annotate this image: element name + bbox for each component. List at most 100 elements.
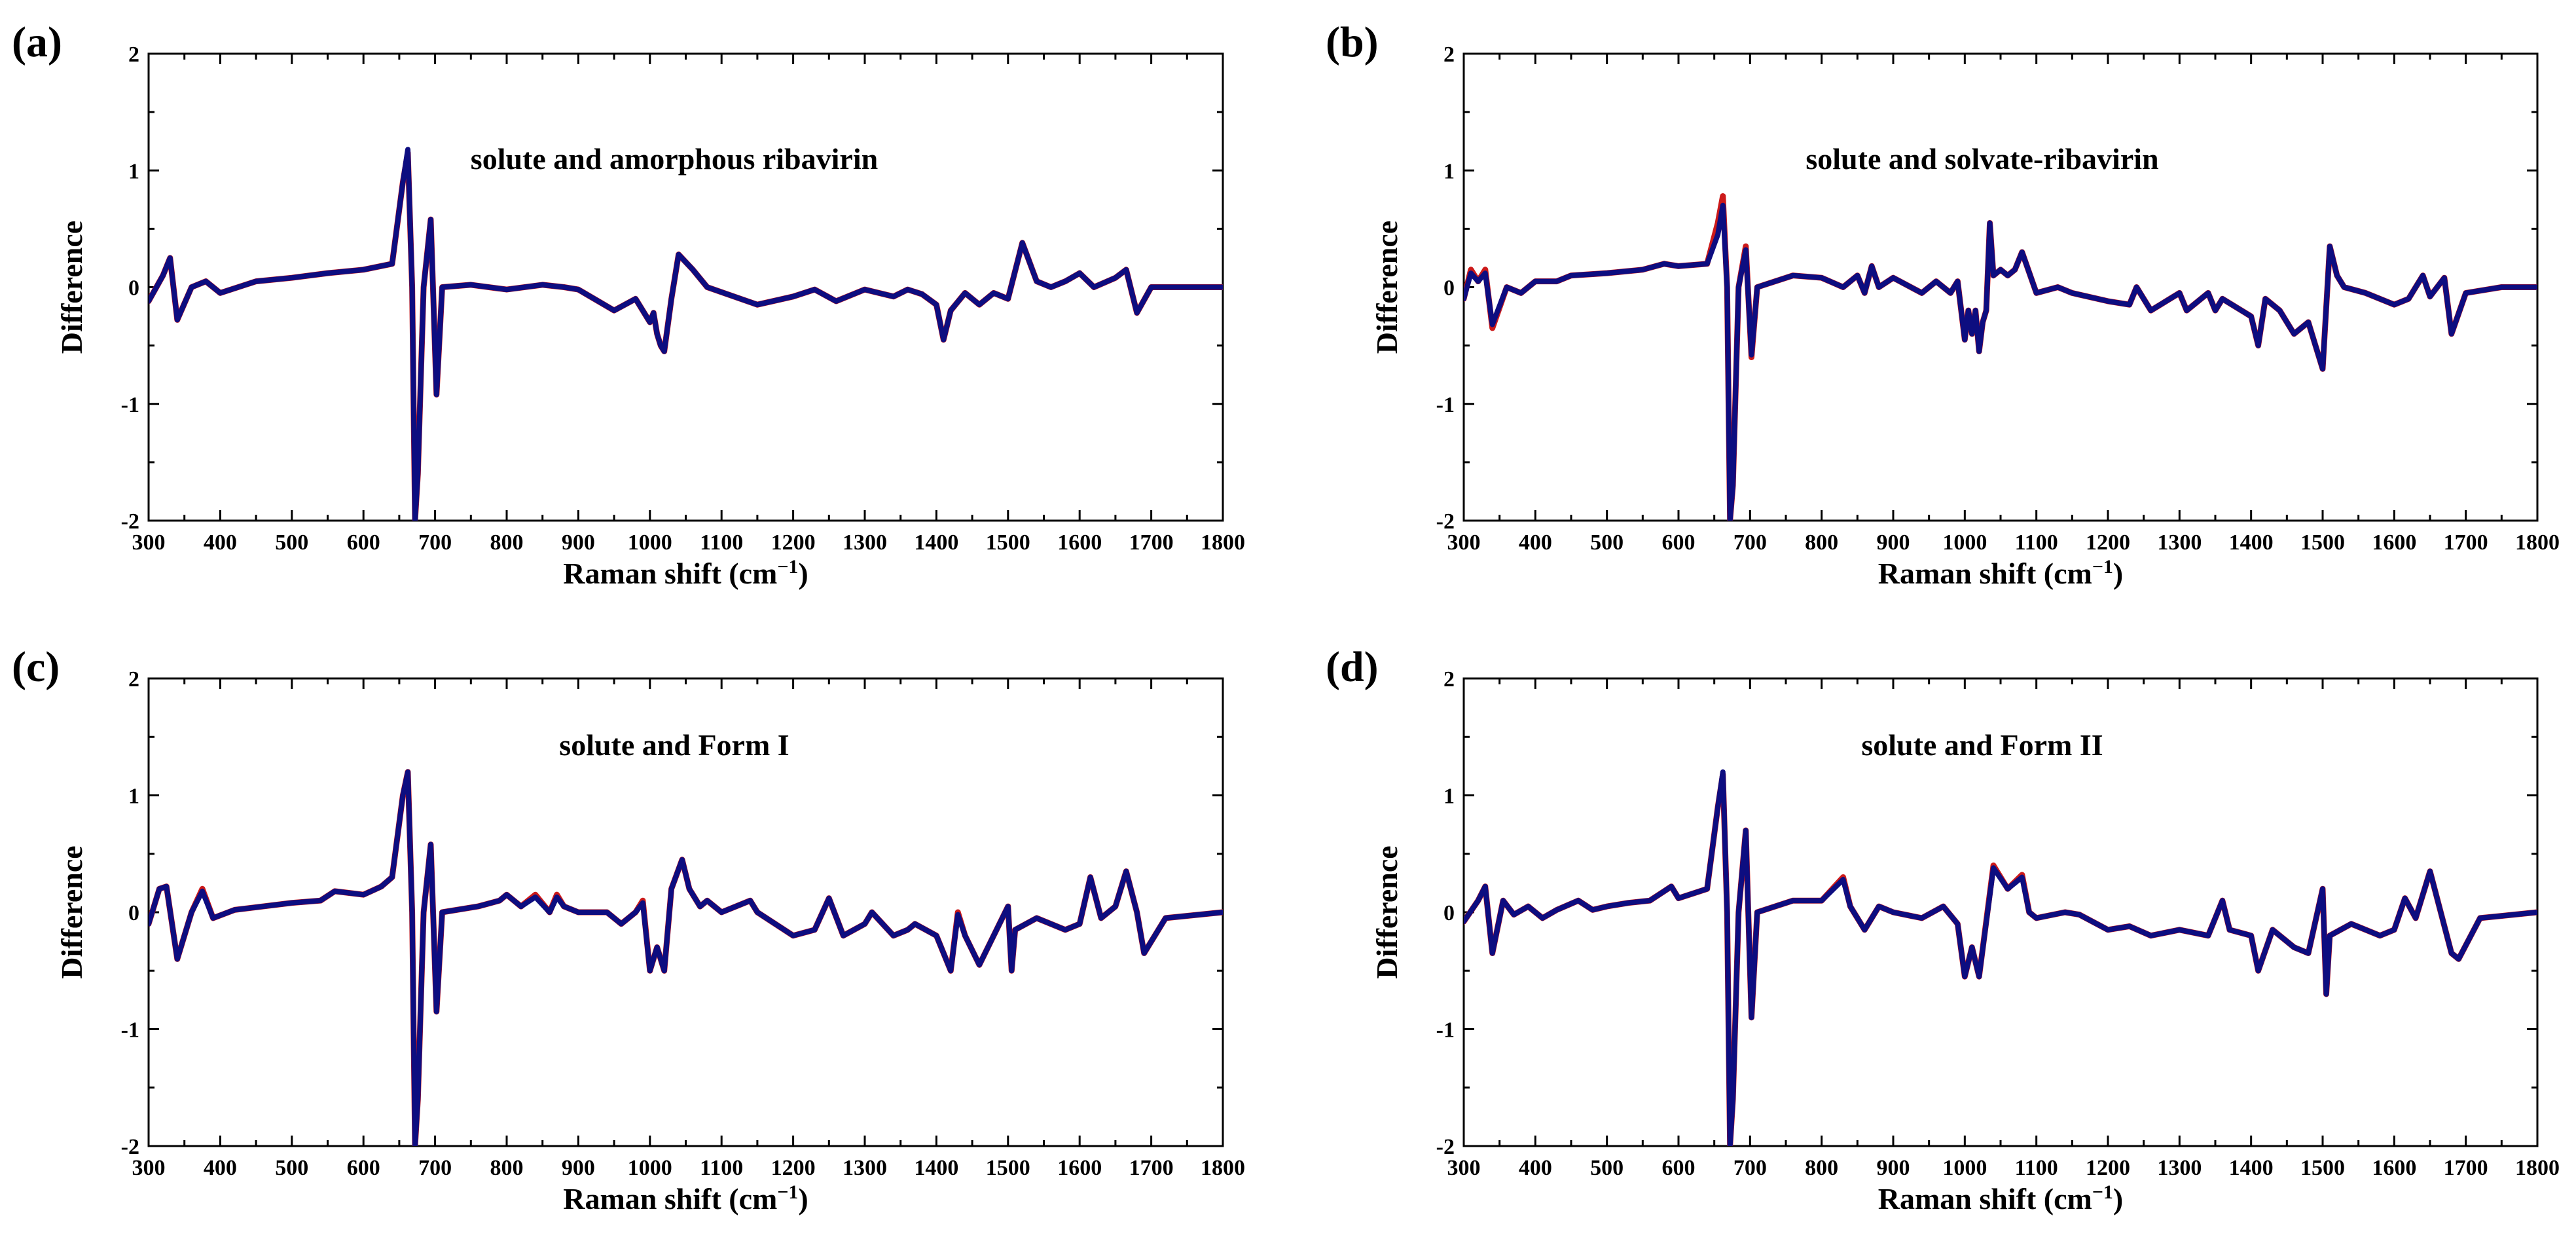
series-line-fit — [1464, 193, 2537, 521]
y-tick-label: 2 — [1443, 43, 1455, 67]
x-tick-label: 1700 — [2444, 1156, 2488, 1180]
panel-label: (d) — [1326, 643, 1379, 691]
x-tick-label: 1700 — [1129, 1156, 1174, 1180]
x-tick-label: 300 — [1447, 530, 1481, 555]
x-tick-label: 1300 — [2157, 1156, 2202, 1180]
x-tick-label: 500 — [275, 530, 308, 555]
x-tick-label: 1800 — [1201, 530, 1245, 555]
y-axis-label: Difference — [55, 845, 88, 978]
x-tick-label: 600 — [1662, 1156, 1696, 1180]
y-axis-label: Difference — [1370, 845, 1404, 978]
x-tick-label: 1700 — [1129, 530, 1174, 555]
panel-title: solute and solvate-ribavirin — [1805, 142, 2158, 176]
x-tick-label: 1500 — [2300, 1156, 2345, 1180]
panel-title: solute and amorphous ribavirin — [471, 142, 878, 176]
panel-4: (d) 300 400 500 600 700 800 900 1000 1100 1200 1300… — [1326, 643, 2560, 1215]
x-tick-label: 1300 — [843, 530, 887, 555]
x-tick-label: 1500 — [986, 530, 1030, 555]
x-tick-label: 1100 — [700, 530, 743, 555]
x-tick-label: 1300 — [2157, 530, 2202, 555]
x-axis-label-sup: −1 — [2092, 1181, 2113, 1203]
x-tick-label: 700 — [1733, 1156, 1767, 1180]
y-axis-label: Difference — [1370, 221, 1404, 354]
x-tick-label: 1000 — [628, 530, 672, 555]
y-tick-label: 0 — [1443, 276, 1455, 301]
panel-title: solute and Form I — [559, 728, 789, 762]
y-tick-label: 0 — [128, 901, 139, 925]
x-tick-label: 1600 — [2372, 1156, 2416, 1180]
x-axis-label-close: ) — [2113, 1182, 2123, 1215]
x-axis-label: Raman shift (cm−1) — [1878, 1181, 2124, 1215]
x-tick-label: 1500 — [2300, 530, 2345, 555]
x-tick-label: 300 — [132, 1156, 166, 1180]
x-tick-label: 900 — [562, 530, 595, 555]
x-tick-label: 1200 — [771, 530, 816, 555]
y-tick-label: -1 — [121, 393, 139, 417]
y-tick-label: -1 — [1436, 393, 1455, 417]
plot-frame — [147, 52, 1224, 522]
x-axis-label: Raman shift (cm−1) — [563, 556, 808, 590]
x-axis-label-text: Raman shift (cm — [1878, 1182, 2092, 1215]
panel-label: (b) — [1326, 18, 1379, 66]
x-tick-label: 800 — [490, 530, 524, 555]
panel-3: (c) 300 400 500 600 700 800 900 1000 1100 1200 1300… — [12, 643, 1245, 1215]
series-line-data — [149, 769, 1223, 1146]
panel-title: solute and Form II — [1861, 728, 2103, 762]
x-axis-label: Raman shift (cm−1) — [1878, 556, 2124, 590]
x-tick-label: 1400 — [914, 530, 958, 555]
panel-label: (c) — [12, 643, 60, 691]
x-tick-label: 400 — [1519, 1156, 1552, 1180]
y-tick-label: -1 — [1436, 1018, 1455, 1043]
x-tick-label: 1400 — [2229, 1156, 2274, 1180]
x-axis-label-sup: −1 — [2092, 556, 2113, 578]
y-tick-label: 2 — [128, 43, 139, 67]
x-tick-label: 600 — [347, 530, 380, 555]
x-tick-label: 300 — [1447, 1156, 1481, 1180]
x-tick-label: 700 — [418, 1156, 452, 1180]
y-tick-label: 2 — [128, 667, 139, 692]
x-axis-label-sup: −1 — [777, 1181, 798, 1203]
series-line-data — [1464, 202, 2537, 521]
y-tick-label: 0 — [128, 276, 139, 301]
x-axis-label-close: ) — [798, 1182, 808, 1215]
panel-1: (a) 300 400 500 600 700 800 900 1000 1100 1200 1300… — [12, 18, 1245, 590]
x-tick-label: 1200 — [771, 1156, 816, 1180]
x-tick-label: 1200 — [2086, 530, 2130, 555]
plot-frame — [1462, 52, 2539, 522]
x-tick-label: 1600 — [1057, 530, 1102, 555]
x-tick-label: 600 — [1662, 530, 1696, 555]
y-tick-label: -2 — [1436, 509, 1455, 534]
x-tick-label: 1500 — [986, 1156, 1030, 1180]
x-tick-label: 1100 — [2015, 530, 2058, 555]
x-tick-label: 1000 — [1942, 1156, 1987, 1180]
x-tick-label: 1800 — [2515, 1156, 2560, 1180]
series-group — [149, 147, 1223, 521]
series-line-data — [1464, 769, 2537, 1146]
x-tick-label: 500 — [1590, 530, 1624, 555]
x-tick-label: 800 — [1805, 1156, 1838, 1180]
y-tick-label: -1 — [121, 1018, 139, 1043]
series-line-fit — [149, 150, 1223, 521]
x-axis-label-sup: −1 — [777, 556, 798, 578]
x-tick-label: 1800 — [1201, 1156, 1245, 1180]
x-tick-label: 400 — [204, 530, 237, 555]
x-tick-label: 1400 — [2229, 530, 2274, 555]
y-tick-label: 0 — [1443, 901, 1455, 925]
y-tick-label: -2 — [121, 509, 139, 534]
series-line-fit — [149, 769, 1223, 1146]
x-tick-label: 900 — [1877, 530, 1910, 555]
x-tick-label: 400 — [1519, 530, 1552, 555]
x-tick-label: 500 — [275, 1156, 308, 1180]
y-tick-label: 1 — [1443, 159, 1455, 183]
x-axis-label-text: Raman shift (cm — [563, 557, 777, 590]
x-tick-label: 300 — [132, 530, 166, 555]
x-tick-label: 800 — [490, 1156, 524, 1180]
x-tick-label: 1000 — [628, 1156, 672, 1180]
x-tick-label: 1300 — [843, 1156, 887, 1180]
x-tick-label: 1800 — [2515, 530, 2560, 555]
x-axis-label: Raman shift (cm−1) — [563, 1181, 808, 1215]
y-tick-label: 1 — [128, 785, 139, 809]
y-tick-label: -2 — [121, 1135, 139, 1159]
x-tick-label: 700 — [418, 530, 452, 555]
x-tick-label: 900 — [1877, 1156, 1910, 1180]
